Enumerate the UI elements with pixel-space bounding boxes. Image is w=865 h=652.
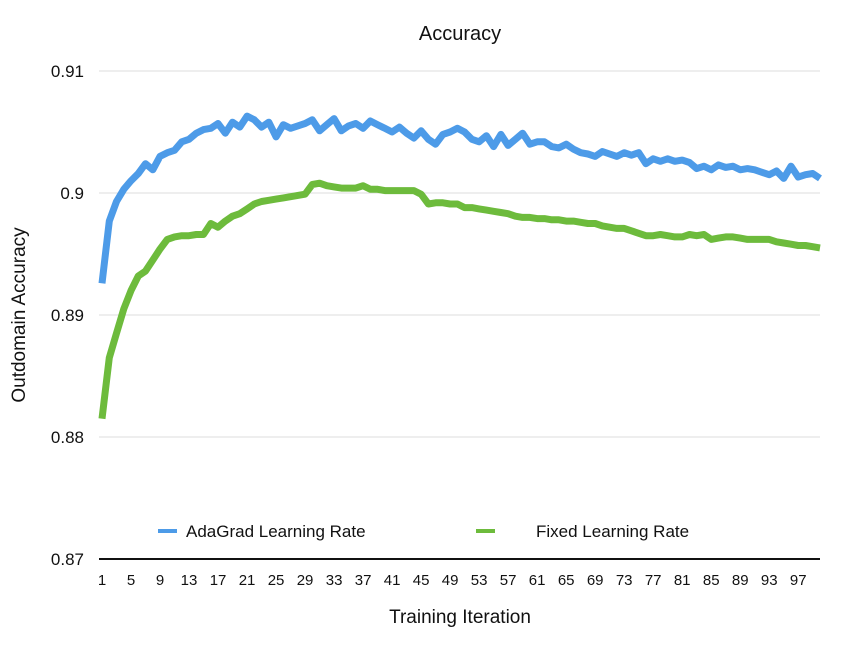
x-tick-label: 29 [297, 572, 314, 589]
x-tick-label: 49 [442, 572, 459, 589]
x-tick-label: 97 [790, 572, 807, 589]
x-tick-label: 53 [471, 572, 488, 589]
series-line-adagrad [98, 112, 822, 284]
x-tick-label: 69 [587, 572, 604, 589]
x-tick-label: 93 [761, 572, 778, 589]
x-tick-label: 77 [645, 572, 662, 589]
chart-title: Accuracy [419, 23, 501, 45]
y-tick-label: 0.88 [51, 428, 84, 447]
y-tick-label: 0.91 [51, 62, 84, 81]
series-lines [98, 112, 822, 420]
x-tick-label: 65 [558, 572, 575, 589]
legend-label: AdaGrad Learning Rate [186, 522, 366, 541]
series-line-fixed [98, 179, 821, 420]
x-tick-label: 33 [326, 572, 343, 589]
x-tick-label: 61 [529, 572, 546, 589]
y-tick-label: 0.9 [60, 184, 84, 203]
x-tick-label: 17 [210, 572, 227, 589]
legend: AdaGrad Learning Rate Fixed Learning Rate [158, 522, 689, 541]
x-tick-label: 5 [127, 572, 135, 589]
x-axis-label: Training Iteration [389, 607, 531, 628]
y-axis-label: Outdomain Accuracy [9, 227, 30, 403]
x-tick-label: 13 [181, 572, 198, 589]
x-axis-ticks: 1 5 9 13 17 21 25 29 33 37 41 45 49 53 57 61 65 69 73 77 81 8… [98, 572, 807, 589]
x-tick-label: 81 [674, 572, 691, 589]
y-tick-label: 0.87 [51, 550, 84, 569]
x-tick-label: 9 [156, 572, 164, 589]
y-tick-label: 0.89 [51, 306, 84, 325]
x-tick-label: 57 [500, 572, 517, 589]
x-tick-label: 89 [732, 572, 749, 589]
y-axis-ticks: 0.87 0.88 0.89 0.9 0.91 [51, 62, 84, 569]
x-tick-label: 85 [703, 572, 720, 589]
x-tick-label: 25 [268, 572, 285, 589]
x-tick-label: 21 [239, 572, 256, 589]
x-tick-label: 1 [98, 572, 106, 589]
x-tick-label: 41 [384, 572, 401, 589]
x-tick-label: 73 [616, 572, 633, 589]
gridlines [99, 70, 820, 438]
x-tick-label: 37 [355, 572, 372, 589]
legend-label: Fixed Learning Rate [536, 522, 689, 541]
x-tick-label: 45 [413, 572, 430, 589]
